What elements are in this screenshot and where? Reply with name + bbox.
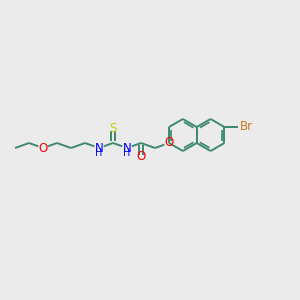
- Text: O: O: [164, 136, 174, 149]
- Text: Br: Br: [239, 121, 253, 134]
- Text: H: H: [123, 148, 131, 158]
- Text: N: N: [94, 142, 103, 154]
- Text: S: S: [109, 122, 117, 136]
- Text: O: O: [136, 151, 146, 164]
- Text: N: N: [123, 142, 131, 154]
- Text: H: H: [95, 148, 103, 158]
- Text: O: O: [38, 142, 48, 154]
